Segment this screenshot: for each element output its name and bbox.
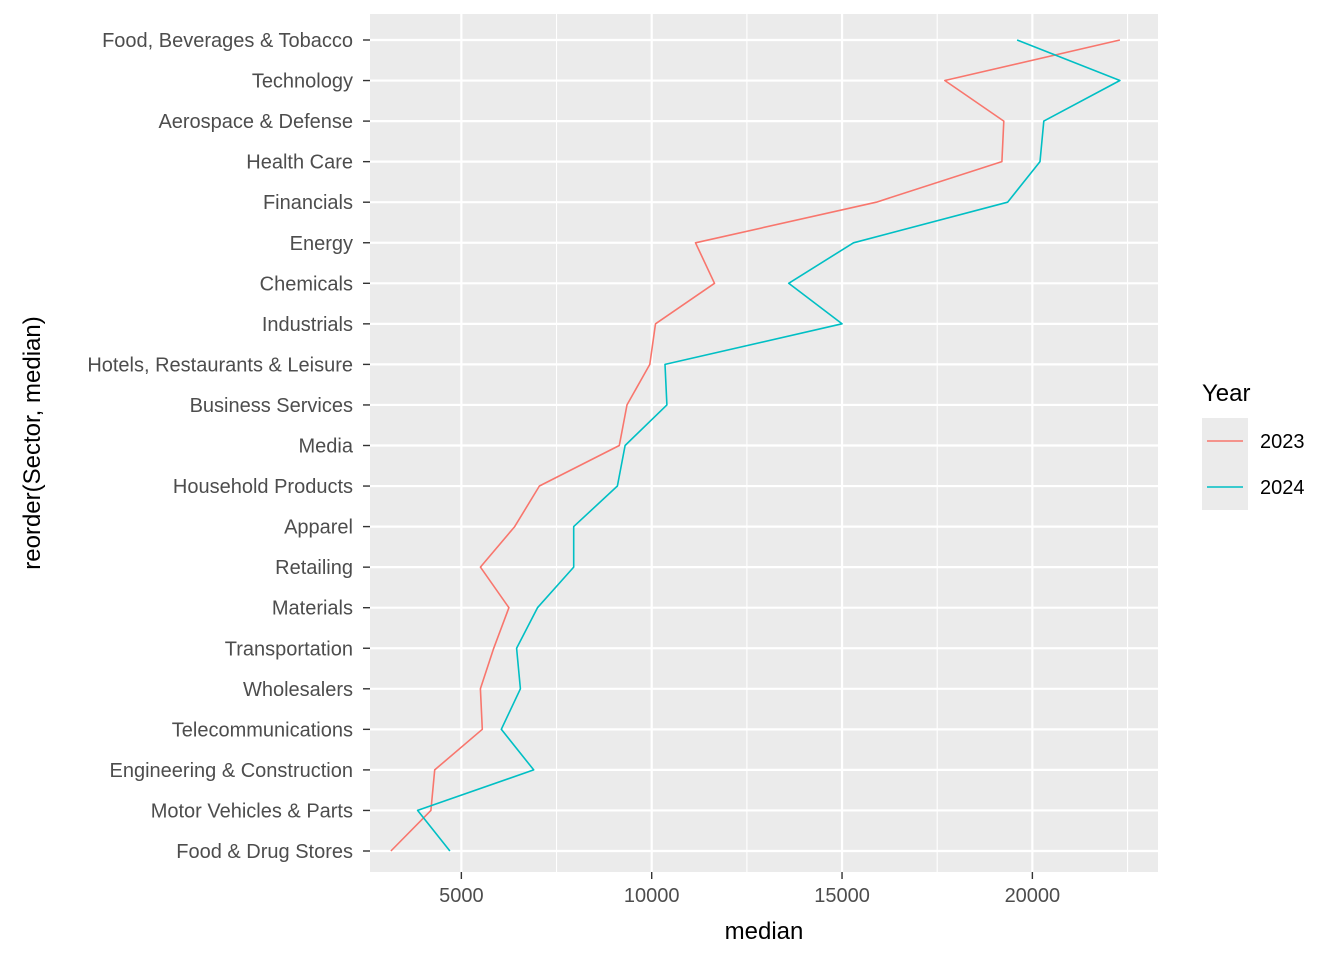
x-axis-title: median: [725, 918, 804, 945]
legend-title: Year: [1202, 380, 1251, 407]
y-tick-label: Motor Vehicles & Parts: [151, 800, 353, 822]
y-tick-label: Food, Beverages & Tobacco: [102, 30, 353, 52]
y-tick-label: Household Products: [173, 476, 353, 498]
y-axis-title: reorder(Sector, median): [19, 316, 46, 569]
y-tick-label: Business Services: [190, 395, 353, 417]
y-tick-label: Engineering & Construction: [110, 760, 353, 782]
y-tick-label: Wholesalers: [243, 679, 353, 701]
series-line-2023: [390, 39, 1121, 852]
y-tick-label: Hotels, Restaurants & Leisure: [87, 354, 353, 376]
y-tick-label: Energy: [290, 233, 353, 255]
legend: Year 2023 2024: [1202, 380, 1305, 510]
y-tick-label: Materials: [272, 598, 353, 620]
x-tick-label: 10000: [624, 885, 680, 907]
y-tick-label: Food & Drug Stores: [176, 841, 353, 863]
plot-panel: [370, 14, 1158, 872]
y-tick-label: Retailing: [275, 557, 353, 579]
y-tick-label: Transportation: [225, 638, 353, 660]
y-tick-label: Technology: [252, 71, 353, 93]
y-tick-label: Aerospace & Defense: [158, 111, 353, 133]
x-tick-label: 5000: [439, 885, 484, 907]
y-axis: Food, Beverages & Tobacco Technology Aeros…: [87, 30, 370, 863]
y-tick-label: Industrials: [262, 314, 353, 336]
x-axis: 5000 10000 15000 20000: [439, 872, 1060, 907]
y-tick-label: Health Care: [246, 152, 353, 174]
series-line-2024: [416, 39, 1121, 852]
x-tick-label: 15000: [814, 885, 870, 907]
major-gridlines: [370, 14, 1158, 872]
y-tick-label: Chemicals: [260, 273, 353, 295]
y-tick-label: Telecommunications: [172, 719, 353, 741]
y-tick-label: Financials: [263, 192, 353, 214]
y-tick-label: Media: [299, 436, 354, 458]
x-tick-label: 20000: [1005, 885, 1061, 907]
y-tick-label: Apparel: [284, 517, 353, 539]
legend-label-2023: 2023: [1260, 431, 1305, 453]
series-lines: [390, 39, 1121, 852]
legend-label-2024: 2024: [1260, 477, 1305, 499]
